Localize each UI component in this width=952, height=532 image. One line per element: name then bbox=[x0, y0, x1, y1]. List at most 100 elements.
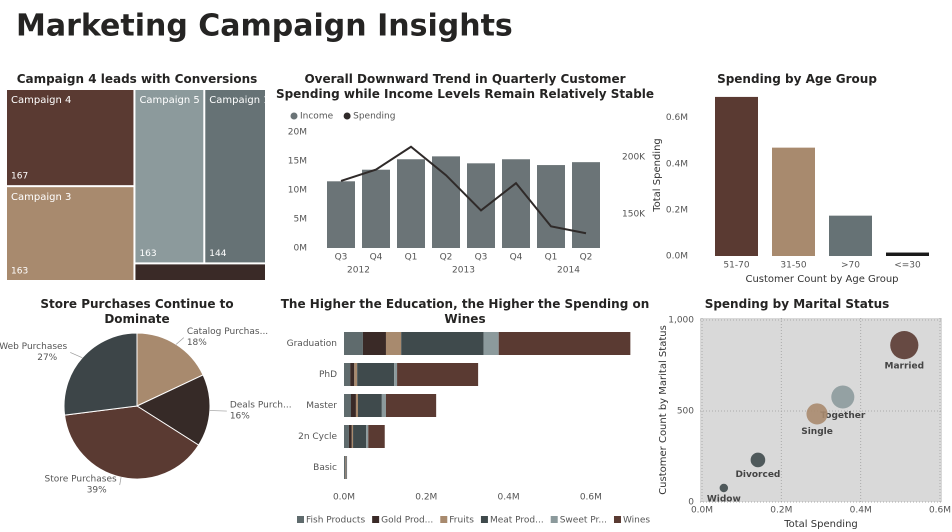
legend-marker bbox=[440, 516, 448, 523]
y2-tick-label: 200K bbox=[622, 153, 646, 163]
bar-segment bbox=[394, 363, 398, 386]
bar bbox=[572, 162, 600, 248]
treemap-tile bbox=[135, 264, 265, 280]
y-axis-label: Total Spending bbox=[652, 138, 663, 213]
pie-label: Catalog Purchas... bbox=[187, 327, 268, 337]
legend-label: Fish Products bbox=[306, 516, 365, 526]
tile-value: 167 bbox=[11, 172, 28, 182]
y-tick-label: 0.6M bbox=[666, 113, 688, 123]
legend-marker bbox=[550, 516, 558, 523]
legend-marker bbox=[290, 112, 298, 120]
x-tick-label: Q1 bbox=[405, 253, 418, 263]
bubble bbox=[890, 331, 919, 360]
x-axis-label: Total Spending bbox=[783, 519, 858, 530]
y-tick-label: 5M bbox=[294, 215, 308, 225]
x-tick-label: 0.0M bbox=[333, 493, 355, 503]
tile-value: 144 bbox=[209, 249, 226, 259]
legend-label: Wines bbox=[623, 516, 650, 526]
tile-label: Campaign 1 bbox=[209, 95, 269, 106]
x-tick-label: Q4 bbox=[510, 253, 523, 263]
x-tick-label: 0.0M bbox=[691, 506, 713, 516]
chart-title: Campaign 4 leads with Conversions bbox=[16, 72, 258, 86]
x-tick-label: <=30 bbox=[894, 261, 921, 271]
bar bbox=[397, 159, 425, 248]
bar bbox=[886, 252, 929, 256]
y-tick-label: 1,000 bbox=[668, 316, 694, 326]
chart-title: The Higher the Education, the Higher the… bbox=[280, 297, 650, 326]
bar bbox=[502, 159, 530, 248]
chart-title: Spending by Marital Status bbox=[704, 297, 890, 311]
legend-marker bbox=[343, 112, 351, 120]
legend-label: Gold Prod... bbox=[381, 516, 433, 526]
y-tick-label: Graduation bbox=[287, 339, 337, 349]
tile-label: Campaign 4 bbox=[11, 95, 71, 106]
line bbox=[340, 145, 587, 235]
bar-segment bbox=[483, 332, 499, 355]
bar-segment bbox=[366, 425, 369, 448]
bar bbox=[715, 96, 758, 257]
y-tick-label: Master bbox=[306, 401, 337, 411]
bubble-label: Married bbox=[885, 362, 925, 372]
bar-segment bbox=[350, 363, 355, 386]
y-tick-label: 0.0M bbox=[666, 252, 688, 262]
y2-tick-label: 150K bbox=[622, 209, 646, 219]
leader-line bbox=[175, 337, 185, 345]
bubble bbox=[719, 483, 729, 493]
x-tick-label: 0.6M bbox=[929, 506, 951, 516]
bar bbox=[467, 163, 495, 248]
bar bbox=[772, 147, 815, 256]
bar-segment bbox=[344, 332, 363, 355]
x-tick-label: 0.2M bbox=[770, 506, 792, 516]
bar bbox=[537, 165, 565, 248]
bar-segment bbox=[368, 425, 385, 448]
bar-segment bbox=[385, 394, 437, 417]
x-group-label: 2013 bbox=[452, 266, 475, 276]
x-tick-label: Q4 bbox=[370, 253, 383, 263]
x-group-label: 2012 bbox=[347, 266, 370, 276]
chart-title: Store Purchases Continue to Dominate bbox=[40, 297, 234, 326]
bar-segment bbox=[344, 394, 351, 417]
pie-value-label: 16% bbox=[230, 412, 250, 422]
legend-label: Sweet Pr... bbox=[560, 516, 607, 526]
pie-label: Store Purchases bbox=[44, 475, 117, 485]
legend-marker bbox=[480, 516, 488, 523]
bar-segment bbox=[381, 394, 386, 417]
y-tick-label: 20M bbox=[288, 128, 307, 138]
tile-label: Campaign 3 bbox=[11, 192, 71, 203]
pie-slice bbox=[64, 405, 200, 480]
x-axis-label: Customer Count by Age Group bbox=[745, 274, 898, 285]
bar-segment bbox=[344, 363, 351, 386]
bubble-label: Single bbox=[801, 427, 833, 437]
bubble-label: Widow bbox=[707, 495, 741, 505]
bar-segment bbox=[357, 394, 382, 417]
pie-value-label: 18% bbox=[187, 338, 207, 348]
y-tick-label: 0 bbox=[688, 498, 694, 508]
x-tick-label: Q2 bbox=[440, 253, 453, 263]
treemap-tile bbox=[205, 90, 265, 263]
chart-title: Spending by Age Group bbox=[717, 72, 877, 86]
bar-segment bbox=[355, 394, 358, 417]
tile-value: 163 bbox=[11, 267, 28, 277]
bar-segment bbox=[357, 363, 395, 386]
treemap-tile bbox=[7, 90, 134, 186]
bar-segment bbox=[348, 425, 352, 448]
x-tick-label: 0.2M bbox=[415, 493, 437, 503]
bar bbox=[432, 156, 460, 248]
bar-segment bbox=[351, 425, 354, 448]
bar-segment bbox=[362, 332, 386, 355]
page-title: Marketing Campaign Insights bbox=[16, 9, 513, 44]
pie-slice bbox=[135, 374, 211, 446]
x-tick-label: >70 bbox=[841, 261, 860, 271]
legend-label: Spending bbox=[353, 112, 395, 122]
treemap-tile bbox=[7, 187, 134, 280]
y-tick-label: 10M bbox=[288, 186, 307, 196]
pie-label: Deals Purch... bbox=[230, 401, 292, 411]
y-tick-label: 0M bbox=[294, 244, 308, 254]
legend-label: Meat Prod... bbox=[490, 516, 544, 526]
legend-label: Fruits bbox=[449, 516, 474, 526]
x-tick-label: 0.4M bbox=[850, 506, 872, 516]
tile-label: Campaign 5 bbox=[139, 95, 199, 106]
bubble bbox=[750, 452, 766, 468]
y-tick-label: 500 bbox=[677, 407, 694, 417]
